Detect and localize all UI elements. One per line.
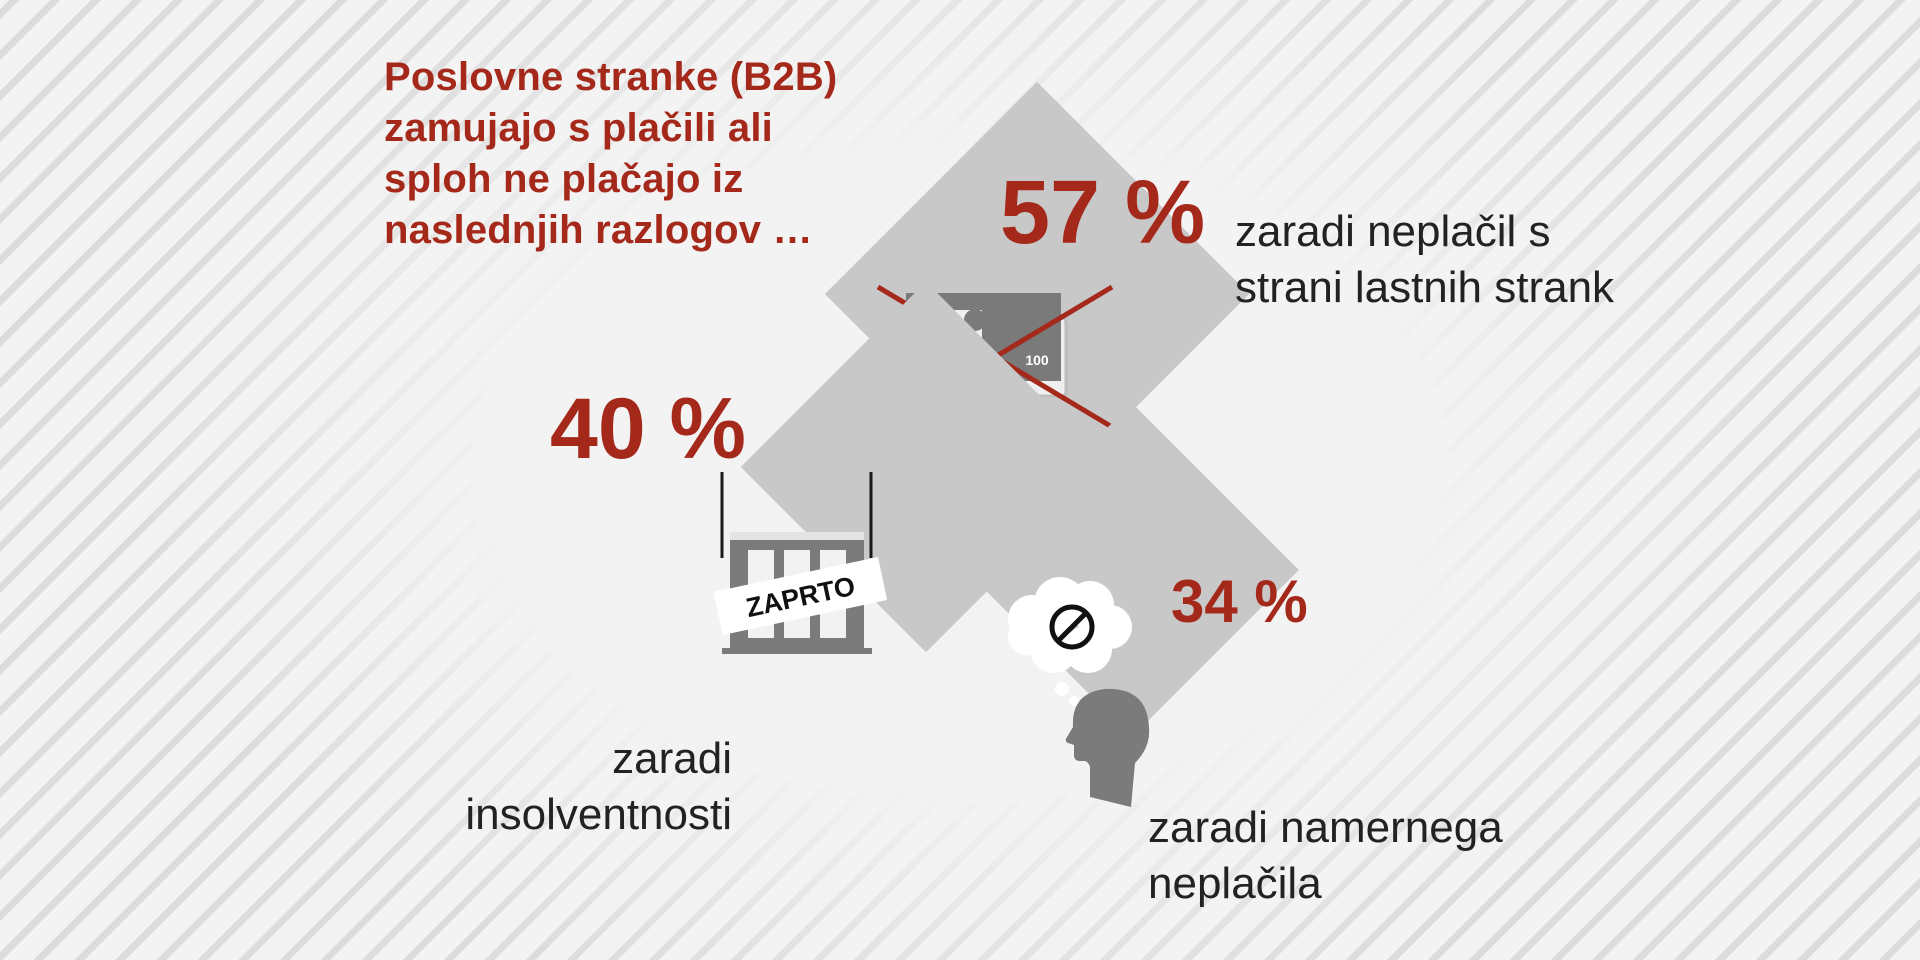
closed-building-icon: ZAPRTO [713,472,888,654]
value-40-percent: 40 % [550,381,747,477]
value-57-percent: 57 % [1000,163,1206,263]
description-insolvency: zaradi insolventnosti [465,734,732,839]
invoice-amount: 100 [1025,352,1049,368]
value-34-percent: 34 % [1171,568,1308,635]
infographic-title: Poslovne stranke (B2B) zamujajo s plačil… [384,55,838,252]
description-unpaid-customers: zaradi neplačil s strani lastnih strank [1235,207,1615,312]
thinking-head-no-symbol-icon [1008,577,1150,807]
description-intentional-nonpayment: zaradi namernega neplačila [1148,803,1503,908]
